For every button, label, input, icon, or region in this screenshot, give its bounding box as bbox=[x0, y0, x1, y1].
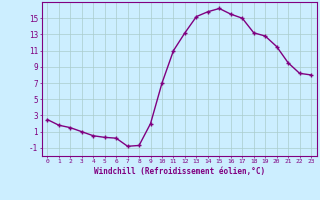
X-axis label: Windchill (Refroidissement éolien,°C): Windchill (Refroidissement éolien,°C) bbox=[94, 167, 265, 176]
